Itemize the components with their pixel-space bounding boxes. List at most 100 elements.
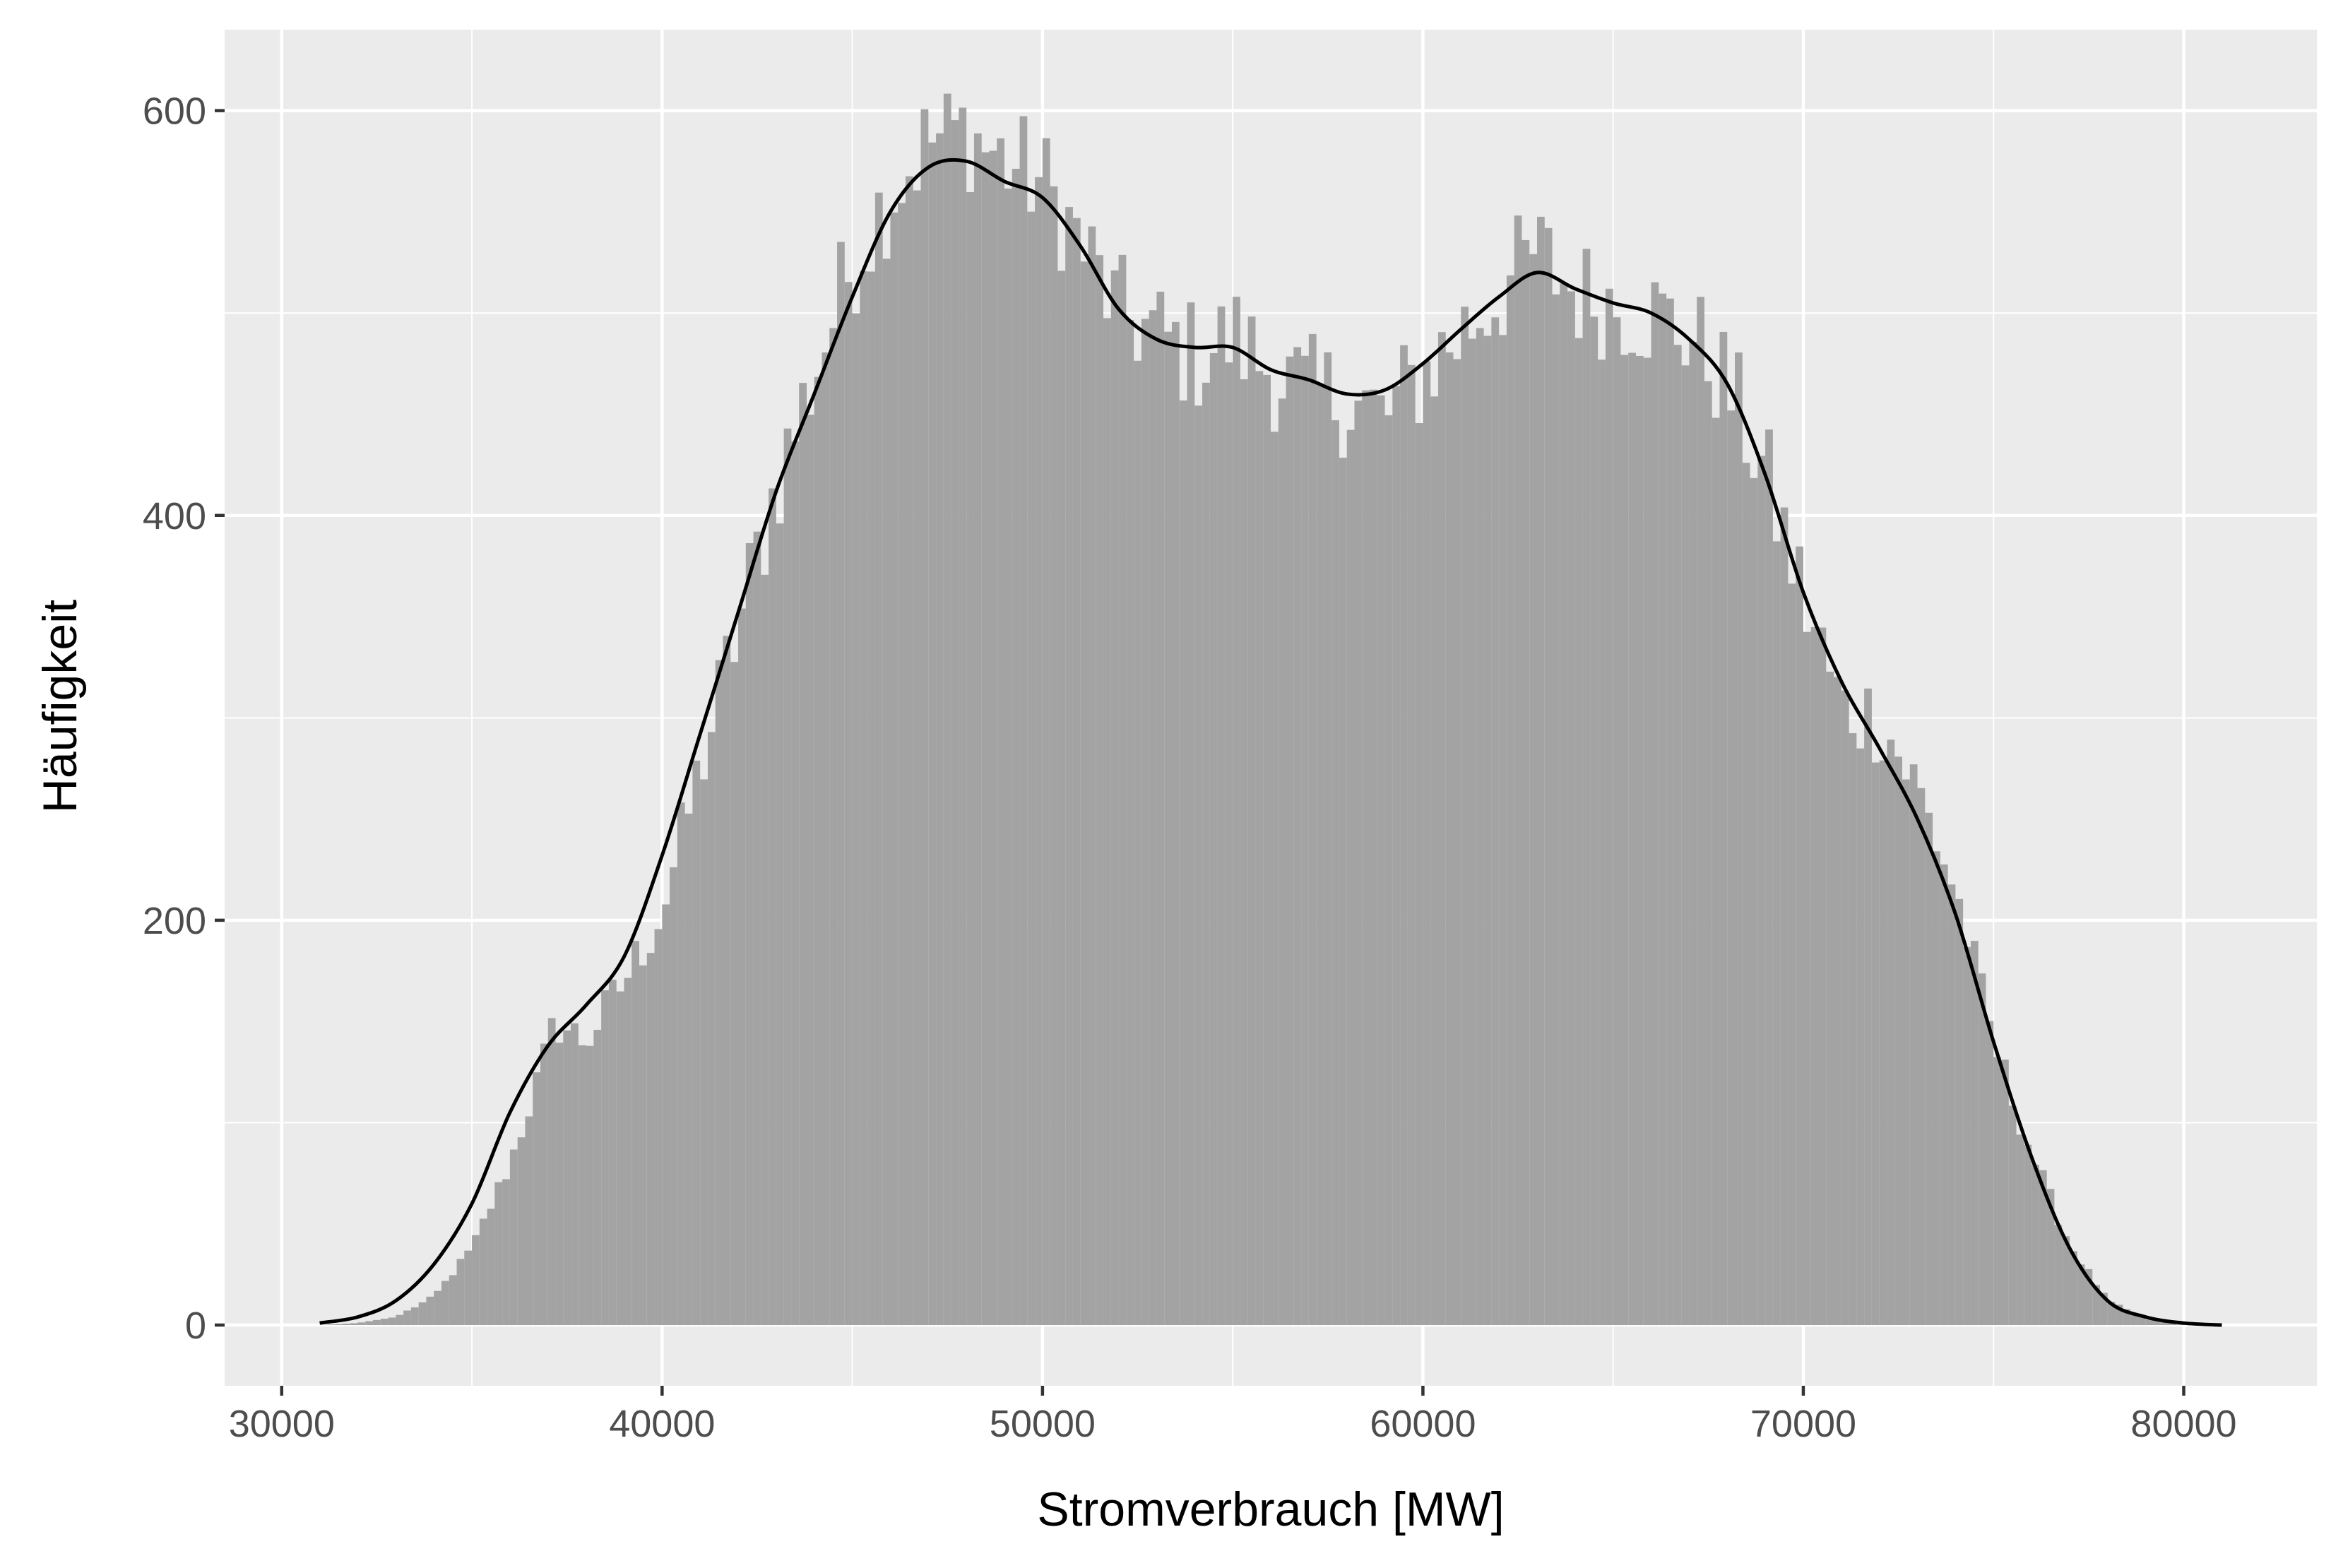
histogram-bar [1849,733,1857,1326]
histogram-bar [1643,357,1651,1326]
histogram-bar [373,1319,381,1326]
histogram-bar [1233,297,1240,1326]
histogram-bar [928,142,937,1326]
histogram-bar [684,813,693,1326]
histogram-bar [2161,1321,2169,1326]
histogram-bar [882,259,891,1326]
histogram-bar [1514,215,1522,1326]
histogram-bar [723,636,731,1326]
histogram-bar [829,328,838,1326]
histogram-bar [464,1250,473,1326]
histogram-bar [1574,338,1583,1326]
x-axis-title: Stromverbrauch [MW] [1037,1483,1504,1536]
histogram-bar [2016,1134,2024,1326]
histogram-bar [494,1182,503,1326]
histogram-bar [1522,239,1530,1326]
histogram-bar [1400,345,1408,1326]
histogram-bar [555,1043,564,1326]
histogram-bar [1864,688,1872,1326]
histogram-bar [1536,216,1545,1326]
histogram-bar [380,1319,389,1326]
histogram-bar [1445,352,1454,1326]
histogram-bar [822,352,830,1326]
histogram-bar [1042,138,1050,1326]
histogram-bar [396,1314,404,1326]
histogram-bar [525,1116,533,1326]
histogram-bar [1955,898,1964,1326]
histogram-bar [1560,283,1568,1326]
histogram-bar [1620,355,1629,1326]
histogram-bar [1818,627,1827,1326]
histogram-bar [1681,365,1690,1326]
histogram-bar [593,1030,602,1326]
histogram-bar [1666,298,1674,1326]
histogram-bar [951,120,959,1326]
histogram-bar [1225,362,1233,1326]
histogram-bar [943,93,951,1326]
histogram-bar [1423,361,1431,1326]
histogram-bar [1194,405,1203,1326]
histogram-bar [1331,420,1339,1326]
histogram-bar [1483,335,1492,1326]
histogram-bar [1727,410,1736,1326]
histogram-bar [806,415,814,1326]
histogram-bar [1879,760,1887,1326]
histogram-bar [2069,1251,2077,1326]
histogram-bar [1308,333,1317,1326]
histogram-bar [890,212,898,1326]
histogram-bar [586,1045,594,1326]
histogram-bar [1263,374,1271,1326]
histogram-bar [1110,270,1119,1326]
histogram-bar [1894,756,1902,1326]
histogram-bar [898,203,906,1326]
x-tick-label: 80000 [2130,1403,2236,1445]
histogram-bar [487,1208,495,1326]
histogram-bar [1788,583,1796,1326]
histogram-bar [1415,423,1423,1326]
y-tick-label: 600 [143,90,206,133]
histogram-bar [769,488,776,1326]
histogram-bar [1628,352,1637,1326]
histogram-bar [1476,328,1484,1326]
histogram-bar [1772,541,1781,1326]
histogram-bar [1917,788,1926,1326]
histogram-bar [1902,779,1910,1326]
histogram-bar [1346,429,1355,1326]
histogram-bar [1384,415,1393,1326]
histogram-bar [959,107,967,1326]
histogram-bar [1598,360,1606,1326]
histogram-bar [403,1310,411,1326]
histogram-bar [533,1072,540,1326]
histogram-bar [1339,457,1347,1326]
histogram-bar [1947,884,1956,1326]
histogram-bar [1796,546,1803,1326]
histogram-bar [1247,316,1256,1326]
histogram-bar [1362,390,1370,1326]
histogram-bar [479,1218,487,1326]
histogram-bar [1590,316,1599,1326]
histogram-bar [1697,297,1704,1326]
histogram-bar [517,1137,526,1326]
histogram-bar [601,990,609,1326]
x-tick-label: 50000 [990,1403,1096,1445]
histogram-bar [1742,463,1750,1326]
histogram-bar [410,1307,419,1326]
histogram-bar [1255,371,1264,1326]
histogram-bar [2130,1313,2138,1326]
histogram-bar [2062,1236,2070,1326]
histogram-bar [1689,341,1697,1326]
histogram-bar [357,1322,366,1326]
histogram-bar [670,867,677,1326]
histogram-bar [905,176,913,1326]
histogram-bar [2137,1317,2146,1326]
histogram-bar [2176,1324,2184,1326]
histogram-bar [844,282,853,1326]
y-axis-title: Häufigkeit [33,600,87,813]
histogram-bar [1171,321,1180,1326]
histogram-bar [1529,254,1537,1326]
histogram-bar [1636,355,1644,1326]
histogram-bar [1582,249,1591,1326]
histogram-bar [1719,331,1728,1326]
histogram-bar [1065,207,1073,1326]
histogram-bar [327,1324,336,1326]
